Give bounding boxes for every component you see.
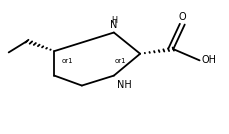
Text: N: N [110, 20, 117, 30]
Text: H: H [110, 16, 116, 25]
Text: or1: or1 [114, 58, 126, 64]
Text: OH: OH [201, 55, 216, 65]
Text: NH: NH [117, 80, 131, 90]
Text: or1: or1 [61, 58, 73, 64]
Text: O: O [178, 12, 185, 22]
